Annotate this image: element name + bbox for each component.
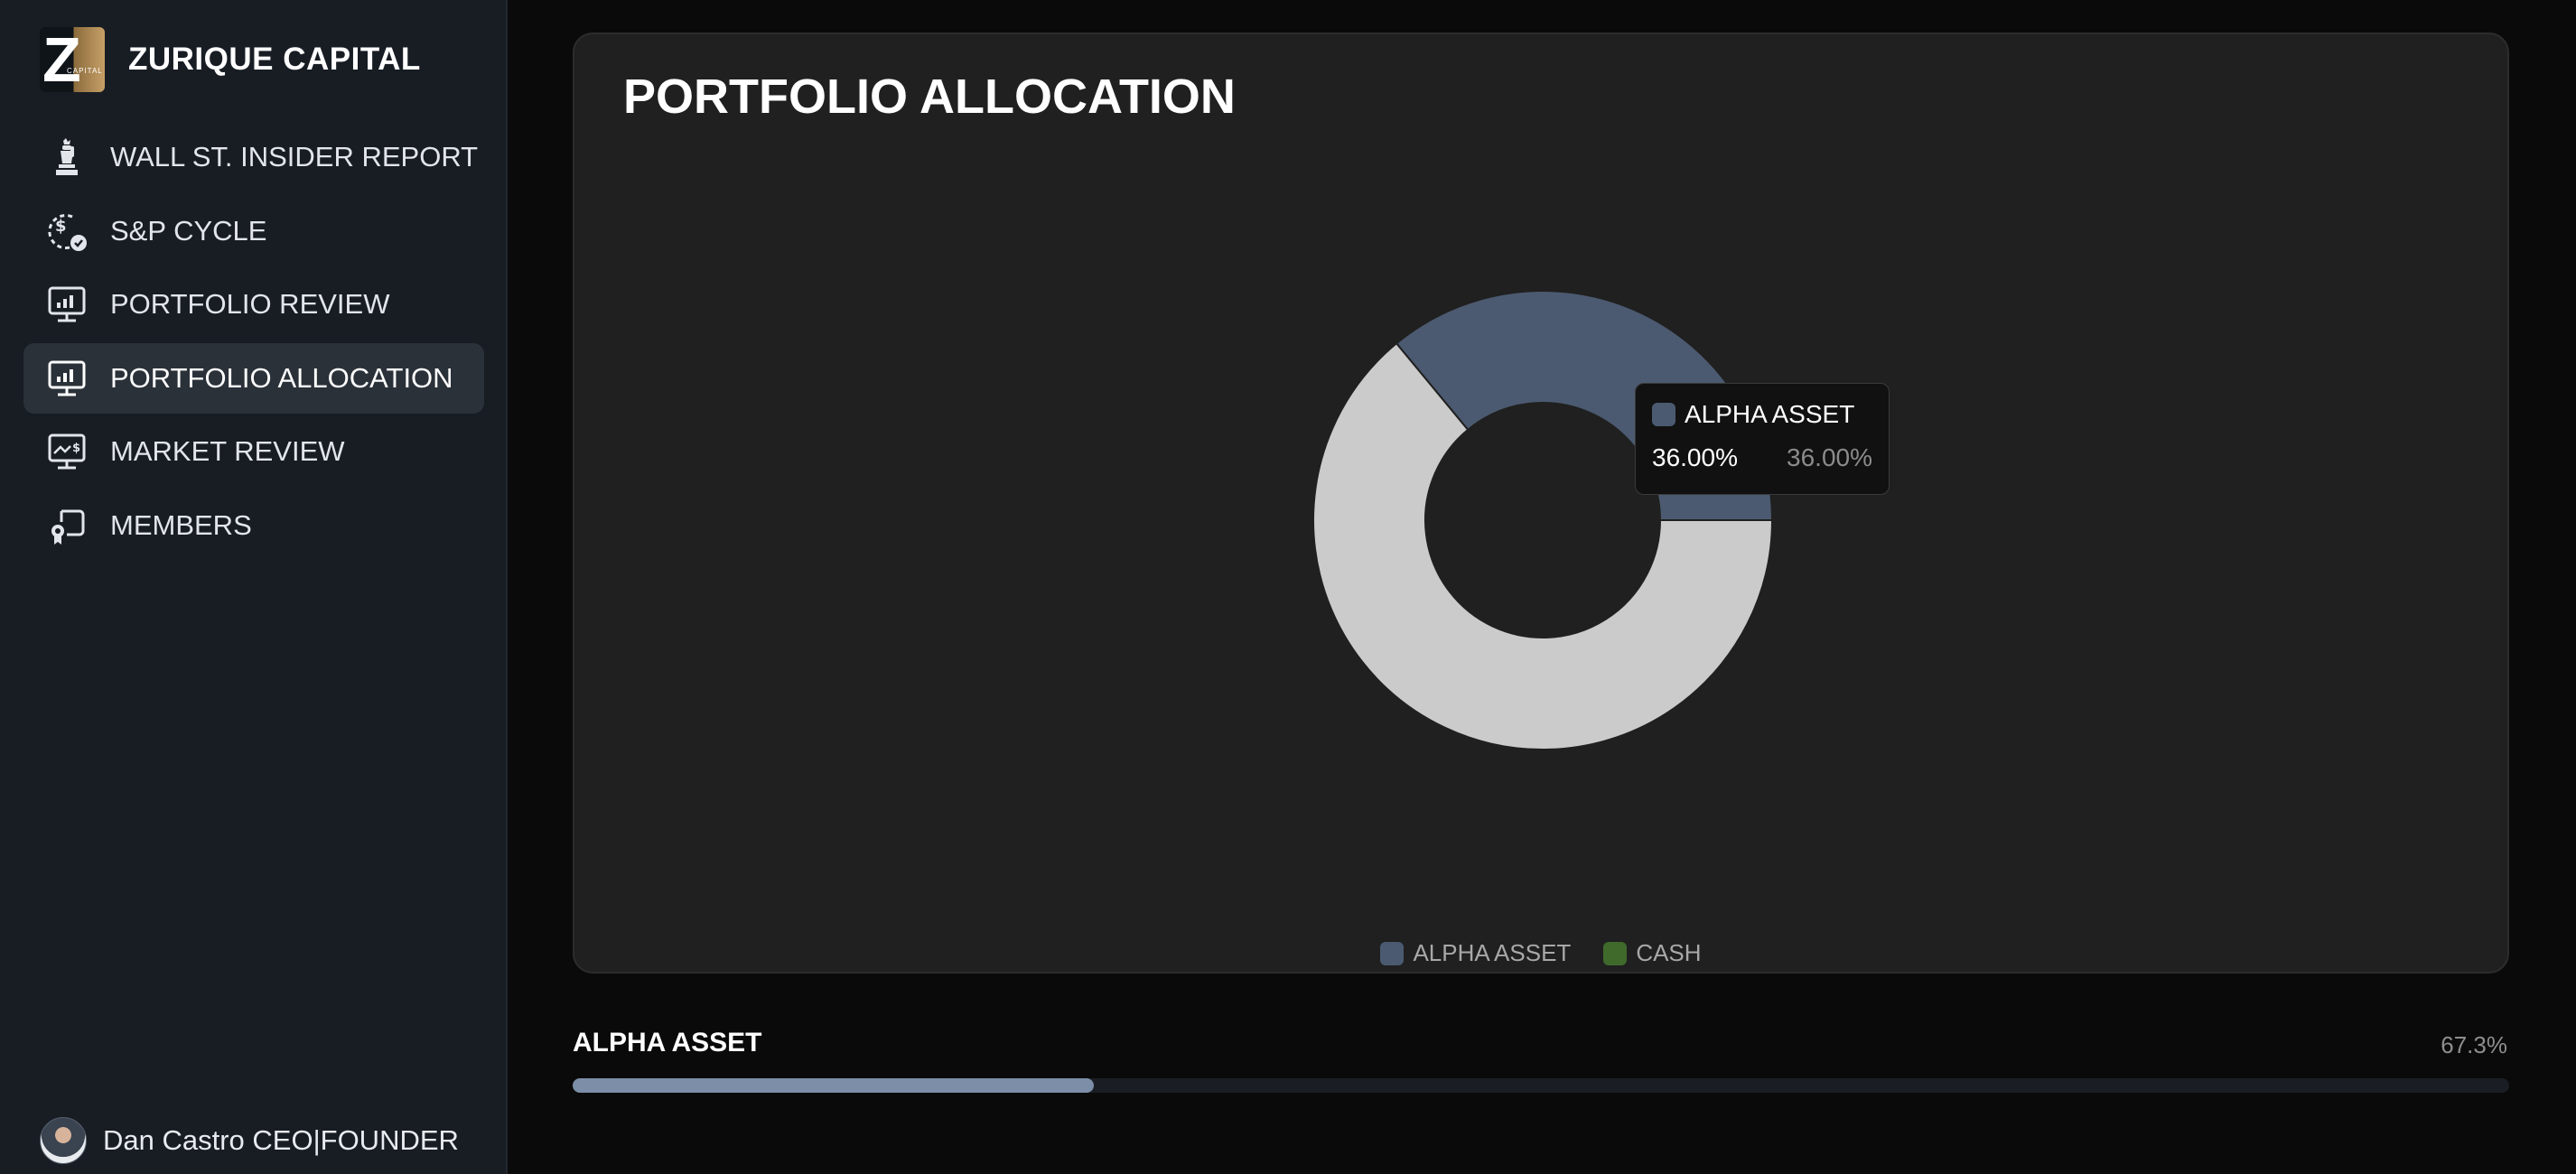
- sidebar-item-portfolio-review[interactable]: PORTFOLIO REVIEW: [23, 269, 484, 340]
- sidebar-item-members[interactable]: MEMBERS: [23, 490, 484, 561]
- donut-slice-cash[interactable]: [1312, 341, 1774, 750]
- statue-icon: [45, 135, 89, 179]
- legend-item-cash[interactable]: CASH: [1603, 939, 1702, 967]
- sidebar-item-label: PORTFOLIO ALLOCATION: [110, 361, 453, 394]
- tooltip-swatch: [1652, 403, 1675, 426]
- portfolio-allocation-card: PORTFOLIO ALLOCATION ALPHA ASSET 36.00% …: [573, 33, 2509, 974]
- allocation-percent: 67.3%: [2441, 1031, 2507, 1058]
- brand-logo-letter: Z: [42, 27, 81, 92]
- user-profile[interactable]: Dan Castro CEO|FOUNDER: [40, 1117, 459, 1164]
- dollar-cycle-icon: $: [45, 210, 89, 253]
- sidebar-item-label: MEMBERS: [110, 508, 252, 541]
- sidebar-item-market-review[interactable]: $ MARKET REVIEW: [23, 416, 484, 487]
- brand-name: ZURIQUE CAPITAL: [128, 42, 421, 77]
- member-badge-icon: [45, 504, 89, 547]
- sidebar-item-label: S&P CYCLE: [110, 214, 267, 247]
- monitor-dollar-icon: $: [45, 430, 89, 473]
- sidebar-item-wall-st-insider-report[interactable]: WALL ST. INSIDER REPORT: [23, 122, 484, 192]
- sidebar: Z CAPITAL ZURIQUE CAPITAL WALL ST. INSID…: [0, 0, 508, 1174]
- svg-text:$: $: [72, 442, 80, 455]
- sidebar-item-label: WALL ST. INSIDER REPORT: [110, 141, 479, 172]
- legend-label: ALPHA ASSET: [1413, 939, 1572, 966]
- svg-text:$: $: [55, 217, 67, 236]
- tooltip-label: ALPHA ASSET: [1685, 400, 1855, 428]
- legend-item-alpha-asset[interactable]: ALPHA ASSET: [1380, 939, 1571, 967]
- brand[interactable]: Z CAPITAL ZURIQUE CAPITAL: [40, 27, 421, 92]
- sidebar-nav: WALL ST. INSIDER REPORT $ S&P CYCLE: [23, 122, 484, 564]
- presentation-chart-icon: [45, 283, 89, 326]
- presentation-chart-icon: [45, 357, 89, 400]
- tooltip-value-secondary: 36.00%: [1787, 443, 1872, 471]
- chart-tooltip: ALPHA ASSET 36.00% 36.00%: [1635, 383, 1890, 495]
- sidebar-item-label: MARKET REVIEW: [110, 435, 345, 467]
- allocation-label: ALPHA ASSET: [573, 1028, 762, 1058]
- sidebar-item-sp-cycle[interactable]: $ S&P CYCLE: [23, 196, 484, 266]
- page-title: PORTFOLIO ALLOCATION: [623, 70, 1236, 124]
- legend-swatch: [1380, 941, 1405, 965]
- tooltip-value: 36.00%: [1652, 443, 1738, 471]
- allocation-progress-track: [573, 1078, 2509, 1093]
- user-name: Dan Castro CEO|FOUNDER: [103, 1124, 459, 1156]
- chart-legend: ALPHA ASSET CASH: [574, 939, 2507, 967]
- allocation-progress-fill: [573, 1078, 1094, 1093]
- brand-logo-sub: CAPITAL: [67, 67, 103, 75]
- legend-label: CASH: [1636, 939, 1702, 966]
- legend-swatch: [1603, 941, 1628, 965]
- donut-chart: [1312, 290, 1774, 750]
- avatar: [40, 1117, 87, 1164]
- sidebar-item-label: PORTFOLIO REVIEW: [110, 288, 390, 320]
- brand-logo: Z CAPITAL: [40, 27, 105, 92]
- sidebar-item-portfolio-allocation[interactable]: PORTFOLIO ALLOCATION: [23, 342, 484, 414]
